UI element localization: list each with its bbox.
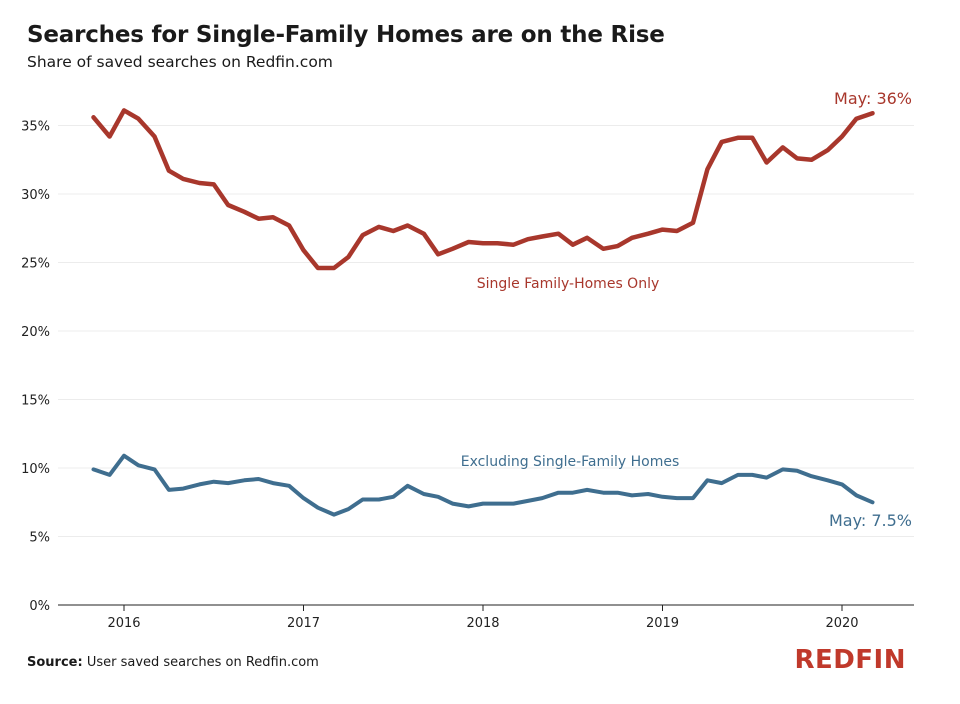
source-note: Source: User saved searches on Redfin.co… [27,655,319,670]
series-name-label: Single Family-Homes Only [477,276,660,292]
y-tick-label: 35% [21,120,50,135]
series-line-single-family [91,108,875,271]
chart-title: Searches for Single-Family Homes are on … [27,22,665,48]
series-name-label: Excluding Single-Family Homes [461,454,680,470]
series-labels: Single Family-Homes Only May: 36% Excludin… [461,89,912,530]
gridlines [58,125,914,606]
y-tick-label: 10% [21,462,50,477]
x-axis-ticks: 2016 2017 2018 2019 2020 [107,605,859,631]
x-tick-label: 2017 [287,616,320,631]
y-tick-label: 5% [29,531,50,546]
redfin-logo: REDFIN [794,645,906,675]
y-tick-label: 15% [21,394,50,409]
series-line-excluding-single-family [91,453,875,517]
series-end-label: May: 36% [834,89,912,108]
y-tick-label: 20% [21,325,50,340]
x-tick-label: 2016 [107,616,140,631]
x-tick-label: 2018 [466,616,499,631]
y-tick-label: 0% [29,599,50,614]
y-tick-label: 30% [21,188,50,203]
series-lines [91,108,875,517]
x-tick-label: 2019 [646,616,679,631]
source-label: Source: [27,655,83,670]
y-tick-label: 25% [21,257,50,272]
source-text: User saved searches on Redfin.com [86,655,319,670]
y-axis-ticks: 0% 5% 10% 15% 20% 25% 30% 35% [21,120,50,615]
series-end-label: May: 7.5% [829,511,912,530]
x-tick-label: 2020 [825,616,858,631]
chart-subtitle: Share of saved searches on Redfin.com [27,53,333,71]
